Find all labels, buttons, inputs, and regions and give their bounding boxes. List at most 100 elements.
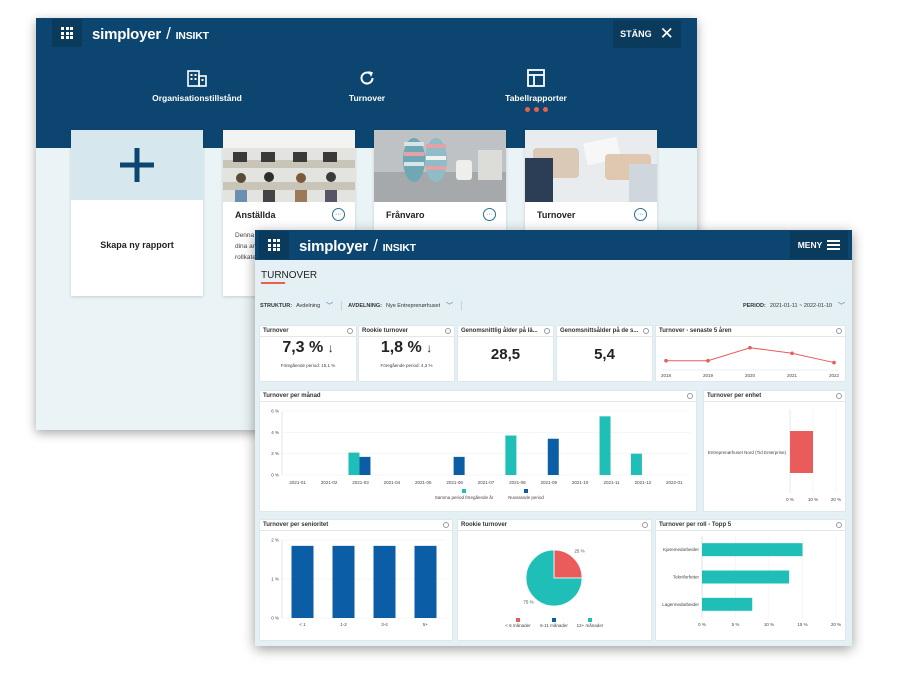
nav-label: Turnover [348, 93, 386, 103]
x-tick-label: 0 % [786, 497, 794, 502]
table-icon [476, 66, 596, 90]
period-filter[interactable]: PERIOD: 2021-01-11 ~ 2022-01-10 ﹀ [742, 302, 845, 310]
panel-five-years[interactable]: Turnover - senaste 5 åren 2018 2019 2020 20… [656, 326, 845, 381]
nav-turnover[interactable]: Turnover [307, 66, 427, 103]
filter-bar: STRUKTUR: Avdelning ﹀ AVDELNING: Nye Ent… [260, 293, 845, 318]
bar [373, 545, 396, 618]
chevron-down-icon: ﹀ [446, 302, 454, 310]
data-point [832, 360, 836, 365]
kpi-value: 5,4 [594, 346, 615, 363]
legend-swatch [552, 618, 556, 622]
per-unit-bar-chart: 0 % 10 % 20 % Entreprenørhuset Nord (Tid En… [708, 409, 841, 502]
y-tick-label: 1 % [271, 577, 279, 582]
info-icon[interactable] [836, 522, 842, 528]
x-tick-label: < 1 [299, 622, 306, 627]
front-window: simployer / INSIKT MENY TURNOVER STRUKTUR:… [255, 230, 852, 646]
bar [414, 545, 437, 618]
panel-per-unit[interactable]: Turnover per enhet 0 % 10 % 20 % Entreprenø… [704, 391, 845, 511]
info-icon[interactable] [687, 393, 693, 399]
x-tick-label: 2022-01 [666, 480, 683, 485]
chevron-down-icon: ﹀ [838, 302, 845, 310]
refresh-icon [307, 66, 427, 90]
bar [630, 453, 642, 475]
x-tick-label: 2018 [661, 373, 672, 378]
bar [453, 456, 465, 475]
x-tick-label: 2021-11 [603, 480, 620, 485]
x-tick-label: 2021-02 [321, 480, 338, 485]
card-description: Denna dina an rollkate [235, 232, 257, 261]
menu-label: MENY [797, 240, 823, 250]
legend-label: 6-11 månader [540, 622, 568, 628]
x-tick-label: 3-4 [381, 622, 388, 627]
panel-title: Turnover per månad [263, 393, 321, 399]
report-card-anstallda[interactable]: Anställda ··· Denna dina an rollkate [223, 130, 355, 296]
info-icon[interactable] [544, 328, 550, 334]
x-tick-label: 20 % [831, 497, 841, 502]
info-icon[interactable] [836, 328, 842, 334]
arrow-down-icon: ↓ [327, 341, 334, 355]
close-button[interactable]: STÄNG ✕ [613, 20, 681, 48]
x-tick-label: 2021-08 [509, 480, 526, 485]
x-tick-label: 0 % [698, 622, 706, 627]
info-icon[interactable] [443, 522, 449, 528]
panel-seniority[interactable]: Turnover per senioritet 0 % 1 % 2 % < 1 1-2 3… [260, 520, 452, 640]
active-indicator [476, 107, 596, 112]
legend-swatch [462, 489, 466, 493]
bar [702, 543, 803, 557]
data-point [790, 351, 794, 356]
kpi-value: 1,8 % ↓ [380, 339, 433, 356]
panel-title: Rookie turnover [461, 522, 508, 528]
y-tick-label: 2 % [271, 538, 279, 543]
per-role-bar-chart: 0 % 5 % 10 % 15 % 20 % Kjøremedarbeider Teknif… [662, 536, 841, 627]
create-report-card[interactable]: Skapa ny rapport [71, 130, 203, 296]
x-tick-label: 2020 [745, 373, 756, 378]
kpi-value: 7,3 % ↓ [282, 339, 334, 356]
report-card-franvaro[interactable]: Frånvaro ··· [374, 130, 506, 296]
panel-per-month[interactable]: Turnover per månad 0 % 2 % 4 % 6 % 2021-01 20… [260, 391, 696, 511]
chevron-down-icon: ﹀ [326, 302, 334, 310]
nav-organisation[interactable]: Organisationstillstånd [137, 66, 257, 103]
apps-grid-button[interactable] [52, 19, 82, 47]
info-icon[interactable] [643, 328, 649, 334]
nav-tabellrapporter[interactable]: Tabellrapporter [476, 66, 596, 112]
y-tick-label: 6 % [271, 409, 279, 414]
page-title: TURNOVER [261, 270, 318, 281]
x-tick-label: 5 % [732, 622, 740, 627]
y-tick-label: Tekniforfetter [673, 575, 700, 580]
plus-icon [71, 130, 203, 200]
kpi-avg-tenure[interactable]: Genomsnittsålder på de s... 5,4 [557, 326, 652, 381]
kpi-turnover[interactable]: Turnover 7,3 % ↓ Föregående period: 15,1… [260, 326, 356, 381]
app-logo: simployer / INSIKT [299, 236, 416, 255]
bar [348, 452, 360, 475]
x-tick-label: 2019 [703, 373, 714, 378]
per-month-bar-chart: 0 % 2 % 4 % 6 % 2021-01 2021-02 2021-03 2021-04… [271, 409, 690, 500]
menu-button[interactable]: MENY [790, 231, 848, 259]
x-tick-label: 5+ [423, 622, 429, 627]
y-tick-label: 4 % [271, 430, 279, 435]
info-icon[interactable] [836, 393, 842, 399]
info-icon[interactable] [642, 522, 648, 528]
grid-icon [61, 27, 73, 39]
more-options-icon[interactable]: ··· [332, 208, 345, 221]
more-options-icon[interactable]: ··· [634, 208, 647, 221]
info-icon[interactable] [445, 328, 451, 334]
back-window: simployer / INSIKT STÄNG ✕ Organisationsti… [36, 18, 697, 430]
info-icon[interactable] [347, 328, 353, 334]
panel-title: Turnover per roll - Topp 5 [659, 522, 732, 528]
title-underline [261, 282, 285, 284]
more-options-icon[interactable]: ··· [483, 208, 496, 221]
five-year-line-chart: 2018 2019 2020 2021 2022 [661, 345, 840, 378]
avdelning-filter[interactable]: AVDELNING: Nye Entreprenørhuset ﹀ [342, 300, 463, 311]
nav-label: Tabellrapporter [505, 93, 567, 103]
building-icon [137, 66, 257, 90]
y-tick-label: Kjøremedarbeider [663, 547, 700, 552]
panel-rookie[interactable]: Rookie turnover 25 % 75 % < 6 månader 6-11 … [458, 520, 651, 640]
kpi-avg-age[interactable]: Genomsnittlig ålder på lä... 28,5 [458, 326, 553, 381]
kpi-rookie-turnover[interactable]: Rookie turnover 1,8 % ↓ Föregående perio… [359, 326, 454, 381]
x-tick-label: 2021-12 [635, 480, 652, 485]
apps-grid-button[interactable] [259, 231, 289, 259]
pie-label: 25 % [574, 549, 584, 554]
struktur-filter[interactable]: STRUKTUR: Avdelning ﹀ [260, 300, 343, 311]
arrow-down-icon: ↓ [426, 341, 433, 355]
panel-per-role[interactable]: Turnover per roll - Topp 5 0 % 5 % 10 % 15 … [656, 520, 845, 640]
